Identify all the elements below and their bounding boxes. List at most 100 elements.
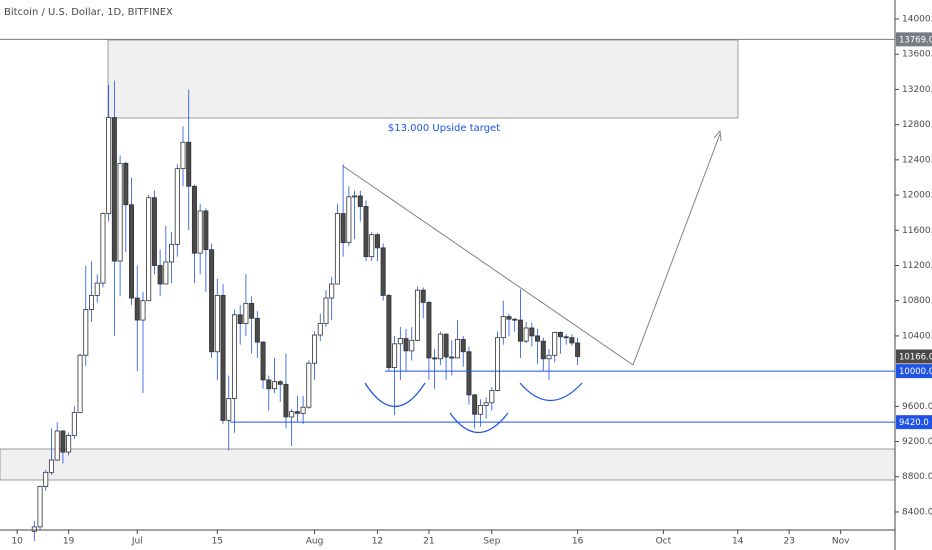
y-tick-label: 12800.0: [902, 120, 932, 130]
candle-body: [409, 339, 415, 352]
candle-body: [231, 314, 237, 399]
x-tick-label: 21: [423, 537, 434, 547]
x-tick-label: Jul: [131, 537, 143, 547]
candle-body: [31, 526, 37, 532]
annotation: $13.000 Upside target: [388, 123, 500, 134]
candle-body: [89, 295, 95, 310]
candle-body: [460, 339, 466, 353]
candle-body: [346, 196, 352, 243]
candle-body: [466, 351, 472, 396]
y-tick-label: 9200.0: [902, 437, 932, 447]
candle-body: [163, 261, 169, 285]
candle-body: [43, 471, 49, 487]
x-tick-label: 12: [372, 537, 383, 547]
candle-body: [111, 117, 117, 262]
x-tick-label: Nov: [832, 537, 850, 547]
candle-body: [392, 343, 398, 368]
arc: [449, 412, 509, 434]
candle-body: [249, 302, 255, 319]
price-label: 10000.0: [899, 367, 932, 377]
candle-body: [477, 405, 483, 415]
plot: [31, 80, 581, 542]
candle-body: [535, 335, 541, 342]
candle-body: [495, 337, 501, 391]
y-tick-label: 12000.0: [902, 191, 932, 201]
candle-body: [329, 283, 335, 299]
candle-body: [66, 434, 72, 453]
candle-body: [140, 300, 146, 321]
candle-body: [443, 333, 449, 358]
candle-body: [420, 289, 426, 303]
candle-body: [94, 282, 100, 296]
candle-body: [71, 412, 77, 436]
price-label-box: [896, 364, 932, 379]
candle-body: [214, 295, 220, 353]
candle-body: [552, 331, 558, 356]
candle-body: [289, 411, 295, 418]
x-tick-label: 10: [11, 537, 23, 547]
candle-body: [340, 213, 346, 243]
price-label-box: [896, 32, 932, 47]
price-label: 13769.0: [899, 35, 932, 45]
x-tick-label: 19: [63, 537, 75, 547]
target-zone: [107, 39, 739, 119]
candle-body: [37, 486, 43, 528]
candle-body: [369, 234, 375, 258]
candle-body: [129, 204, 135, 299]
candle-body: [277, 381, 283, 385]
candle-body: [197, 210, 203, 254]
candle-body: [226, 398, 232, 421]
y-tick-label: 14000.0: [902, 15, 932, 25]
candle-body: [489, 390, 495, 404]
candle-body: [294, 411, 300, 414]
candle-body: [169, 243, 175, 263]
candle-body: [397, 338, 403, 345]
x-tick-label: 16: [572, 537, 584, 547]
arc: [519, 382, 583, 402]
candle-body: [220, 295, 226, 421]
candle-body: [557, 331, 563, 338]
candle-body: [266, 379, 272, 390]
candle-body: [134, 297, 140, 321]
candle-body: [363, 206, 369, 258]
candle-body: [374, 234, 380, 249]
candle-body: [48, 459, 54, 473]
candle-body: [243, 302, 249, 324]
candle-body: [77, 354, 83, 413]
candle-body: [174, 168, 180, 245]
candle-body: [449, 356, 455, 359]
y-tick-label: 11600.0: [902, 226, 932, 236]
y-tick-label: 13200.0: [902, 85, 932, 95]
y-tick-label: 11200.0: [902, 261, 932, 271]
candle-body: [540, 340, 546, 360]
x-tick-label: Sep: [483, 537, 500, 547]
candle-body: [106, 117, 112, 214]
x-tick-label: 15: [212, 537, 223, 547]
x-tick-label: 14: [732, 537, 744, 547]
candle-body: [426, 302, 432, 359]
candle-body: [523, 327, 529, 342]
candle-body: [117, 162, 123, 262]
y-tick-label: 12400.0: [902, 155, 932, 165]
candle-body: [432, 357, 438, 360]
candle-body: [203, 210, 209, 251]
price-label: 9420.0: [899, 418, 929, 428]
candle-body: [500, 316, 506, 339]
candle-body: [357, 195, 363, 207]
candle-body: [546, 354, 552, 360]
x-tick-label: Oct: [656, 537, 672, 547]
candle-body: [254, 317, 260, 343]
y-tick-label: 13600.0: [902, 50, 932, 60]
arrow-line: [632, 133, 721, 366]
candle-body: [312, 334, 318, 364]
candle-body: [237, 314, 243, 324]
candle-body: [563, 336, 569, 339]
candle-body: [517, 319, 523, 342]
candle-body: [575, 342, 581, 357]
candle-body: [300, 406, 306, 414]
chart-title: Bitcoin / U.S. Dollar, 1D, BITFINEX: [4, 7, 173, 18]
candle-body: [54, 430, 60, 461]
candle-body: [386, 295, 392, 368]
